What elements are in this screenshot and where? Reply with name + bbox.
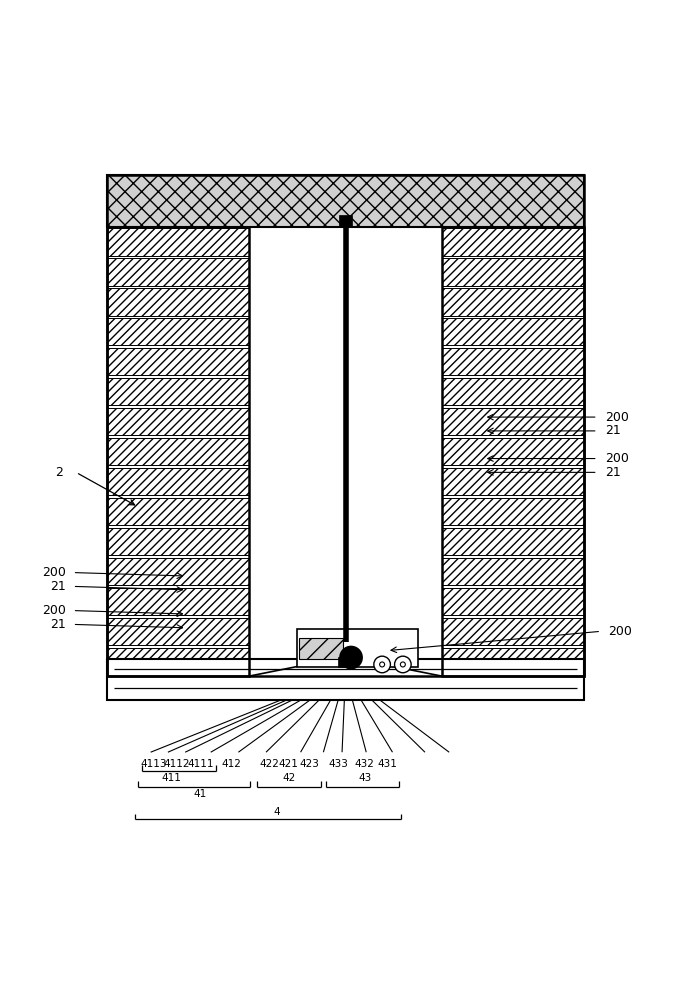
Text: 43: 43 bbox=[358, 773, 372, 783]
Text: 200: 200 bbox=[41, 604, 66, 617]
Bar bbox=[442, 558, 584, 585]
Bar bbox=[297, 629, 418, 667]
Bar bbox=[339, 215, 352, 226]
Circle shape bbox=[374, 656, 390, 673]
Bar bbox=[442, 228, 584, 256]
Circle shape bbox=[340, 646, 362, 669]
Bar bbox=[442, 318, 584, 345]
Bar bbox=[107, 528, 249, 555]
Bar bbox=[107, 588, 249, 615]
Text: 432: 432 bbox=[355, 759, 375, 769]
Text: 4112: 4112 bbox=[163, 759, 189, 769]
Bar bbox=[107, 288, 249, 316]
Bar bbox=[107, 659, 584, 700]
Bar bbox=[107, 348, 249, 375]
Bar bbox=[107, 618, 249, 645]
Text: 411: 411 bbox=[162, 773, 181, 783]
Bar bbox=[107, 228, 249, 256]
Text: 4: 4 bbox=[273, 807, 280, 817]
Bar bbox=[442, 348, 584, 375]
Bar bbox=[107, 648, 249, 675]
Bar bbox=[442, 588, 584, 615]
Bar bbox=[442, 408, 584, 435]
Bar bbox=[299, 638, 343, 659]
Text: 422: 422 bbox=[260, 759, 279, 769]
Bar bbox=[442, 498, 584, 525]
Text: 41: 41 bbox=[193, 789, 207, 799]
Circle shape bbox=[379, 662, 385, 667]
Text: 200: 200 bbox=[41, 566, 66, 579]
Text: 4111: 4111 bbox=[187, 759, 214, 769]
Bar bbox=[442, 528, 584, 555]
Text: 423: 423 bbox=[300, 759, 319, 769]
Circle shape bbox=[395, 656, 411, 673]
Bar bbox=[107, 408, 249, 435]
Bar bbox=[442, 288, 584, 316]
Text: 42: 42 bbox=[282, 773, 296, 783]
Bar bbox=[442, 438, 584, 465]
Bar bbox=[442, 468, 584, 495]
Bar bbox=[442, 258, 584, 286]
Text: 21: 21 bbox=[605, 466, 621, 479]
Bar bbox=[442, 618, 584, 645]
Bar bbox=[107, 438, 249, 465]
Bar bbox=[107, 498, 249, 525]
Text: 200: 200 bbox=[605, 411, 629, 424]
Bar bbox=[107, 175, 584, 227]
Bar bbox=[442, 648, 584, 675]
Bar bbox=[107, 558, 249, 585]
Circle shape bbox=[400, 662, 406, 667]
Text: 21: 21 bbox=[50, 580, 66, 593]
Text: 200: 200 bbox=[608, 625, 632, 638]
Text: 433: 433 bbox=[329, 759, 348, 769]
Text: 21: 21 bbox=[605, 424, 621, 437]
Bar bbox=[338, 657, 353, 667]
Text: 412: 412 bbox=[222, 759, 241, 769]
Text: 421: 421 bbox=[279, 759, 299, 769]
Text: 21: 21 bbox=[50, 618, 66, 631]
Text: 200: 200 bbox=[605, 452, 629, 465]
Bar bbox=[107, 468, 249, 495]
Bar bbox=[107, 378, 249, 405]
Text: 2: 2 bbox=[55, 466, 63, 479]
Bar bbox=[442, 227, 584, 676]
Bar bbox=[442, 378, 584, 405]
Bar bbox=[107, 258, 249, 286]
Text: 431: 431 bbox=[377, 759, 397, 769]
Text: 4113: 4113 bbox=[140, 759, 167, 769]
Bar bbox=[107, 175, 584, 676]
Bar bbox=[107, 318, 249, 345]
Bar bbox=[107, 227, 249, 676]
